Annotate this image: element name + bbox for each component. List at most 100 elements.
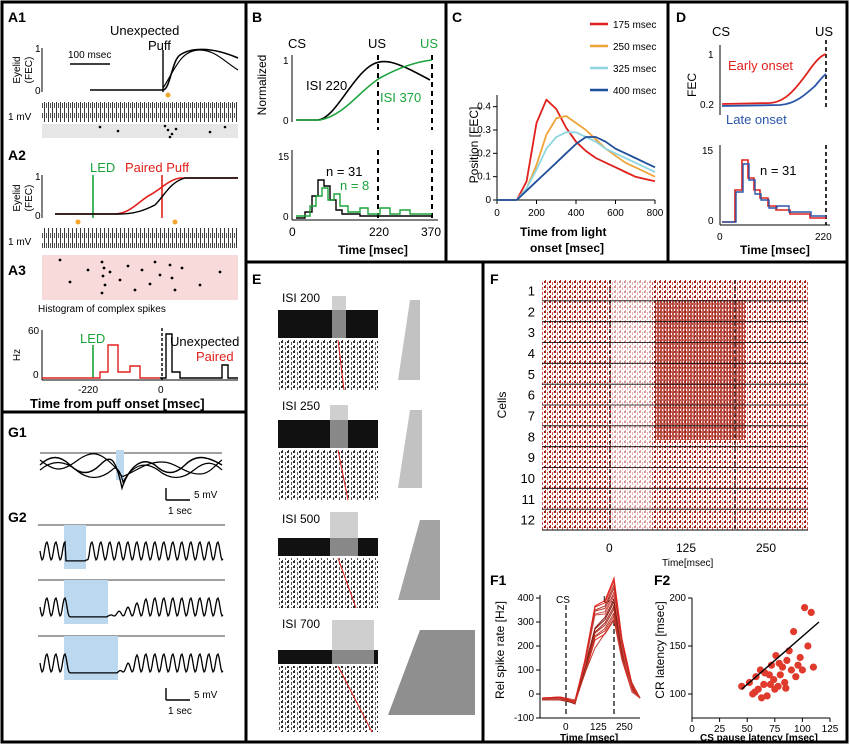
d-ytick2-bottom: 0 [708, 216, 714, 227]
f2-point [809, 663, 818, 671]
f2-point [792, 673, 800, 681]
e-raster-500 [278, 558, 378, 608]
g1-trace-2 [39, 461, 223, 484]
f-cell-label: 12 [521, 513, 535, 528]
e-redline-500 [337, 557, 357, 609]
f2-xtick-label: 75 [769, 724, 781, 735]
trace-scale-a2: 1 mV [8, 237, 32, 248]
c-ylabel: Position [FEC] [467, 107, 481, 184]
c-xtick-label: 600 [607, 208, 624, 219]
f2-xtick-label: 0 [689, 724, 695, 735]
panel-b: B CS US US Normalized 1 0 ISI 220 ISI 37… [252, 9, 441, 257]
f1-xtick-250: 250 [616, 722, 633, 733]
f2-point [775, 659, 783, 667]
f-cell-label: 10 [521, 471, 535, 486]
f-xtick-0: 0 [606, 541, 613, 555]
b-ytick-top: 1 [283, 56, 289, 67]
b-isi370: ISI 370 [380, 90, 421, 105]
puff-label: Puff [148, 38, 171, 53]
b-ytick-bottom: 0 [283, 116, 289, 127]
b-curve-370 [296, 59, 433, 121]
ytick-a2-top: 1 [35, 172, 41, 183]
g2-stim-1 [64, 525, 86, 569]
f-cell-label: 11 [522, 492, 536, 507]
f1-xtick-0: 0 [563, 722, 569, 733]
f2-axes: 200 150 100 0 25 50 75 100 125 [669, 593, 838, 735]
f-cell-label: 9 [528, 450, 535, 465]
e-raster-700 [278, 666, 378, 732]
panel-label-c: C [452, 9, 462, 25]
ylabel-a2-2: (FEC) [24, 185, 35, 212]
unexpected-label: Unexpected [110, 23, 179, 38]
g1-scale-t-label: 1 sec [168, 506, 192, 517]
f2-point [776, 671, 784, 679]
e-redline-700 [337, 665, 373, 733]
c-legend-label: 250 msec [613, 42, 656, 53]
e-3d-250 [398, 410, 422, 488]
c-xtick-label: 400 [568, 208, 585, 219]
d-cs-label: CS [712, 24, 730, 39]
c-xlabel-1: Time from light [520, 225, 606, 239]
panel-label-d: D [676, 9, 686, 25]
hist-unexpected [160, 333, 238, 379]
e-raster-200 [278, 340, 378, 390]
c-legend-label: 175 msec [613, 20, 656, 31]
f2-points [738, 604, 820, 702]
eyelid-trace-a1 [90, 48, 239, 91]
f2-point [804, 642, 812, 650]
e-window-700 [332, 620, 374, 664]
f-xunit: Time[msec] [662, 558, 714, 569]
f1-ytick-label: -100 [514, 713, 534, 724]
e-isi-250: ISI 250 [282, 399, 320, 413]
e-hist-250 [278, 420, 378, 448]
ylabel-a2-1: Eyelid [12, 184, 23, 211]
d-hist-late [722, 163, 826, 223]
c-ytick-label: 0.1 [477, 172, 491, 183]
f1-ytick-label: 200 [517, 641, 534, 652]
g1-scale-v-label: 5 mV [194, 490, 218, 501]
legend-unexpected: Unexpected [170, 334, 239, 349]
f-cell-label: 6 [528, 388, 535, 403]
f2-point [798, 666, 807, 674]
panel-label-f: F [490, 271, 499, 287]
xtick-a3-neg: -220 [78, 385, 98, 396]
c-xlabel-2: onset [msec] [530, 241, 604, 255]
f-cell-label: 1 [528, 283, 535, 298]
g2-trace-2 [39, 596, 224, 618]
c-ytick-label: 0.3 [477, 125, 491, 136]
f1-ytick-label: 300 [517, 617, 534, 628]
b-xtick-370: 370 [421, 225, 441, 239]
panel-label-g2: G2 [8, 509, 27, 525]
e-isi-500: ISI 500 [282, 512, 320, 526]
panel-label-b: B [252, 9, 262, 25]
ytick-a1-bottom: 0 [35, 86, 41, 97]
f1-ytick-label: 0 [528, 689, 534, 700]
b-us2-label: US [420, 36, 438, 51]
f-cell-label: 8 [528, 429, 535, 444]
d-ytick-mid: 0.2 [700, 100, 714, 111]
hist-title: Histogram of complex spikes [38, 304, 166, 315]
f2-fit-line [741, 621, 820, 690]
eyelid-trace-a2-black [55, 177, 238, 215]
e-window-500 [330, 512, 358, 556]
hist-paired [42, 344, 160, 379]
f1-cs-label: CS [556, 595, 570, 606]
eyelid-trace-a1-b [162, 49, 239, 89]
f2-point [807, 608, 815, 617]
c-ytick-label: 0 [485, 195, 491, 206]
panel-label-g1: G1 [8, 424, 27, 440]
f1-cell-line [541, 579, 641, 703]
panel-g1: G1 5 mV 1 sec [8, 424, 223, 517]
f2-point [790, 628, 798, 636]
d-xtick-220: 220 [815, 232, 832, 243]
b-n8: n = 8 [340, 178, 369, 193]
legend-paired: Paired [196, 349, 234, 364]
f1-xlabel: Time [msec] [560, 733, 618, 744]
b-us1-label: US [368, 36, 386, 51]
e-block-200: ISI 200 [278, 291, 420, 391]
c-xtick-label: 200 [528, 208, 545, 219]
c-series-line [497, 136, 656, 201]
c-series-line [497, 98, 656, 201]
